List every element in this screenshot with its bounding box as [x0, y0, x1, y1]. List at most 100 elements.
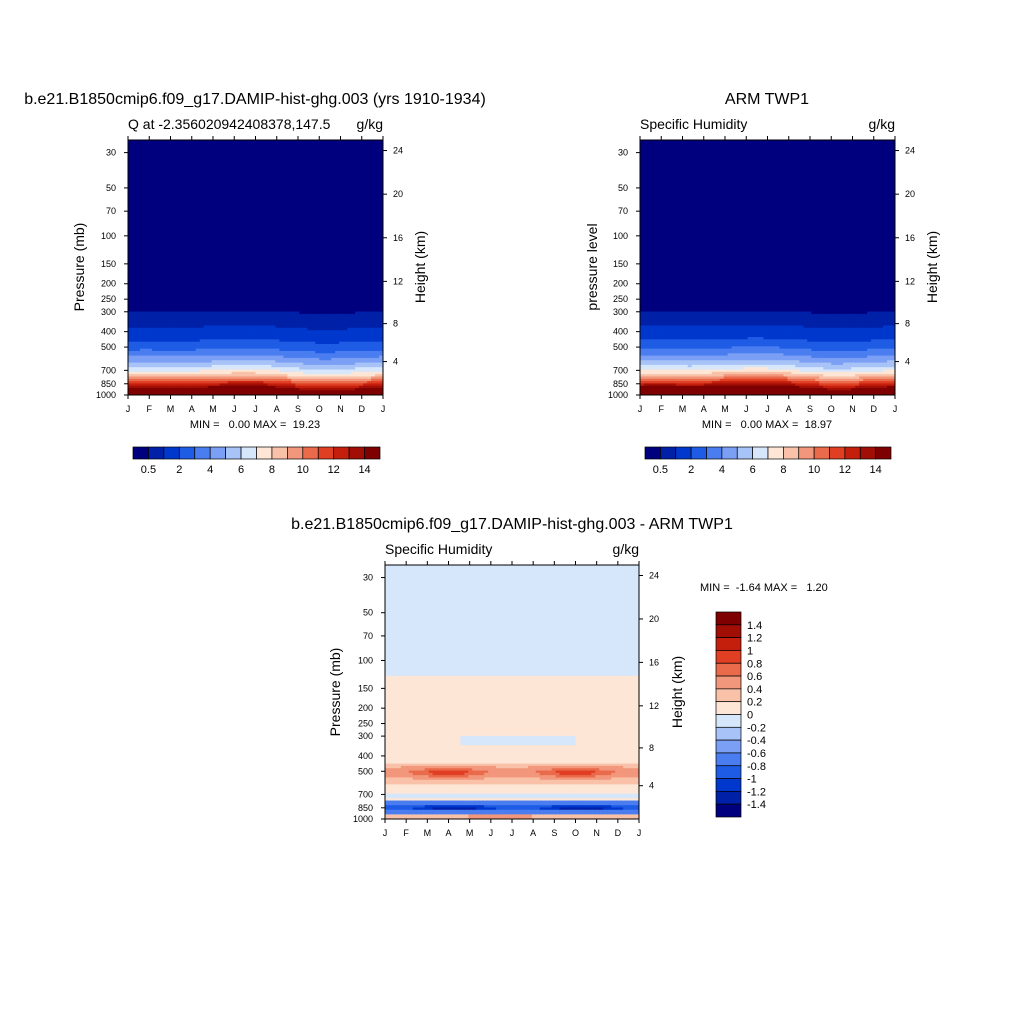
- contour-cell: [151, 177, 157, 181]
- contour-cell: [219, 311, 225, 315]
- contour-cell: [163, 299, 169, 303]
- contour-cell: [211, 316, 217, 320]
- contour-cell: [215, 299, 221, 303]
- contour-cell: [283, 191, 288, 194]
- contour-cell: [303, 293, 308, 296]
- contour-cell: [227, 281, 233, 285]
- contour-cell: [183, 258, 189, 262]
- contour-cell: [283, 355, 288, 359]
- contour-cell: [295, 260, 300, 264]
- contour-cell: [128, 260, 133, 264]
- contour-cell: [128, 209, 133, 213]
- contour-cell: [307, 221, 312, 225]
- contour-cell: [183, 214, 189, 218]
- contour-cell: [287, 218, 292, 222]
- contour-cell: [227, 279, 233, 283]
- contour-cell: [191, 350, 197, 354]
- contour-cell: [283, 364, 288, 368]
- contour-cell: [131, 195, 137, 199]
- contour-cell: [287, 276, 292, 280]
- contour-cell: [227, 276, 233, 280]
- contour-cell: [219, 163, 225, 167]
- contour-cell: [287, 367, 292, 371]
- contour-cell: [271, 253, 277, 257]
- contour-cell: [187, 237, 193, 241]
- contour-cell: [231, 186, 237, 190]
- contour-cell: [219, 156, 225, 160]
- contour-cell: [251, 364, 257, 368]
- contour-cell: [179, 244, 185, 248]
- contour-cell: [139, 360, 145, 364]
- contour-cell: [163, 334, 169, 338]
- contour-cell: [219, 209, 225, 213]
- contour-cell: [135, 267, 141, 271]
- contour-cell: [239, 142, 245, 146]
- contour-cell: [267, 214, 273, 218]
- contour-cell: [247, 297, 253, 301]
- contour-cell: [175, 167, 181, 171]
- contour-cell: [135, 170, 141, 174]
- contour-cell: [139, 320, 145, 324]
- contour-cell: [211, 223, 217, 227]
- panel-title: b.e21.B1850cmip6.f09_g17.DAMIP-hist-ghg.…: [24, 91, 486, 108]
- contour-cell: [243, 274, 249, 278]
- contour-cell: [303, 337, 308, 340]
- contour-cell: [283, 304, 288, 308]
- contour-cell: [179, 341, 185, 345]
- contour-cell: [135, 332, 141, 336]
- contour-cell: [159, 163, 165, 167]
- contour-cell: [279, 193, 284, 197]
- contour-cell: [191, 225, 197, 229]
- contour-cell: [275, 309, 280, 313]
- contour-cell: [155, 293, 161, 296]
- contour-cell: [131, 221, 137, 225]
- contour-cell: [139, 158, 145, 162]
- contour-cell: [139, 390, 145, 394]
- contour-cell: [211, 258, 217, 262]
- contour-cell: [283, 348, 288, 352]
- contour-cell: [199, 304, 205, 308]
- contour-cell: [287, 151, 292, 155]
- contour-cell: [287, 318, 292, 322]
- contour-cell: [291, 325, 296, 329]
- contour-cell: [147, 318, 153, 322]
- contour-cell: [263, 153, 269, 157]
- contour-cell: [163, 346, 169, 350]
- contour-cell: [147, 381, 153, 385]
- contour-cell: [215, 334, 221, 338]
- contour-cell: [167, 165, 173, 169]
- contour-cell: [259, 348, 265, 352]
- contour-cell: [283, 297, 288, 301]
- contour-cell: [135, 262, 141, 266]
- contour-cell: [183, 290, 189, 294]
- contour-cell: [231, 146, 237, 150]
- contour-cell: [259, 197, 265, 201]
- contour-cell: [207, 269, 213, 273]
- contour-cell: [199, 260, 205, 264]
- contour-cell: [291, 357, 296, 361]
- contour-cell: [279, 181, 284, 185]
- contour-cell: [147, 151, 153, 155]
- contour-cell: [128, 265, 133, 269]
- contour-cell: [215, 360, 221, 364]
- contour-cell: [275, 193, 280, 197]
- contour-cell: [191, 260, 197, 264]
- contour-cell: [199, 385, 205, 389]
- contour-cell: [163, 392, 169, 395]
- contour-cell: [259, 344, 265, 347]
- contour-cell: [159, 172, 165, 176]
- contour-cell: [259, 260, 265, 264]
- contour-cell: [167, 269, 173, 273]
- contour-cell: [227, 142, 233, 146]
- contour-cell: [191, 186, 197, 190]
- contour-cell: [271, 246, 277, 250]
- contour-cell: [303, 320, 308, 324]
- contour-cell: [259, 186, 265, 190]
- contour-cell: [259, 325, 265, 329]
- contour-cell: [171, 348, 177, 352]
- contour-cell: [283, 144, 288, 148]
- contour-cell: [243, 281, 249, 285]
- contour-cell: [267, 344, 273, 347]
- contour-cell: [275, 304, 280, 308]
- contour-cell: [128, 378, 133, 382]
